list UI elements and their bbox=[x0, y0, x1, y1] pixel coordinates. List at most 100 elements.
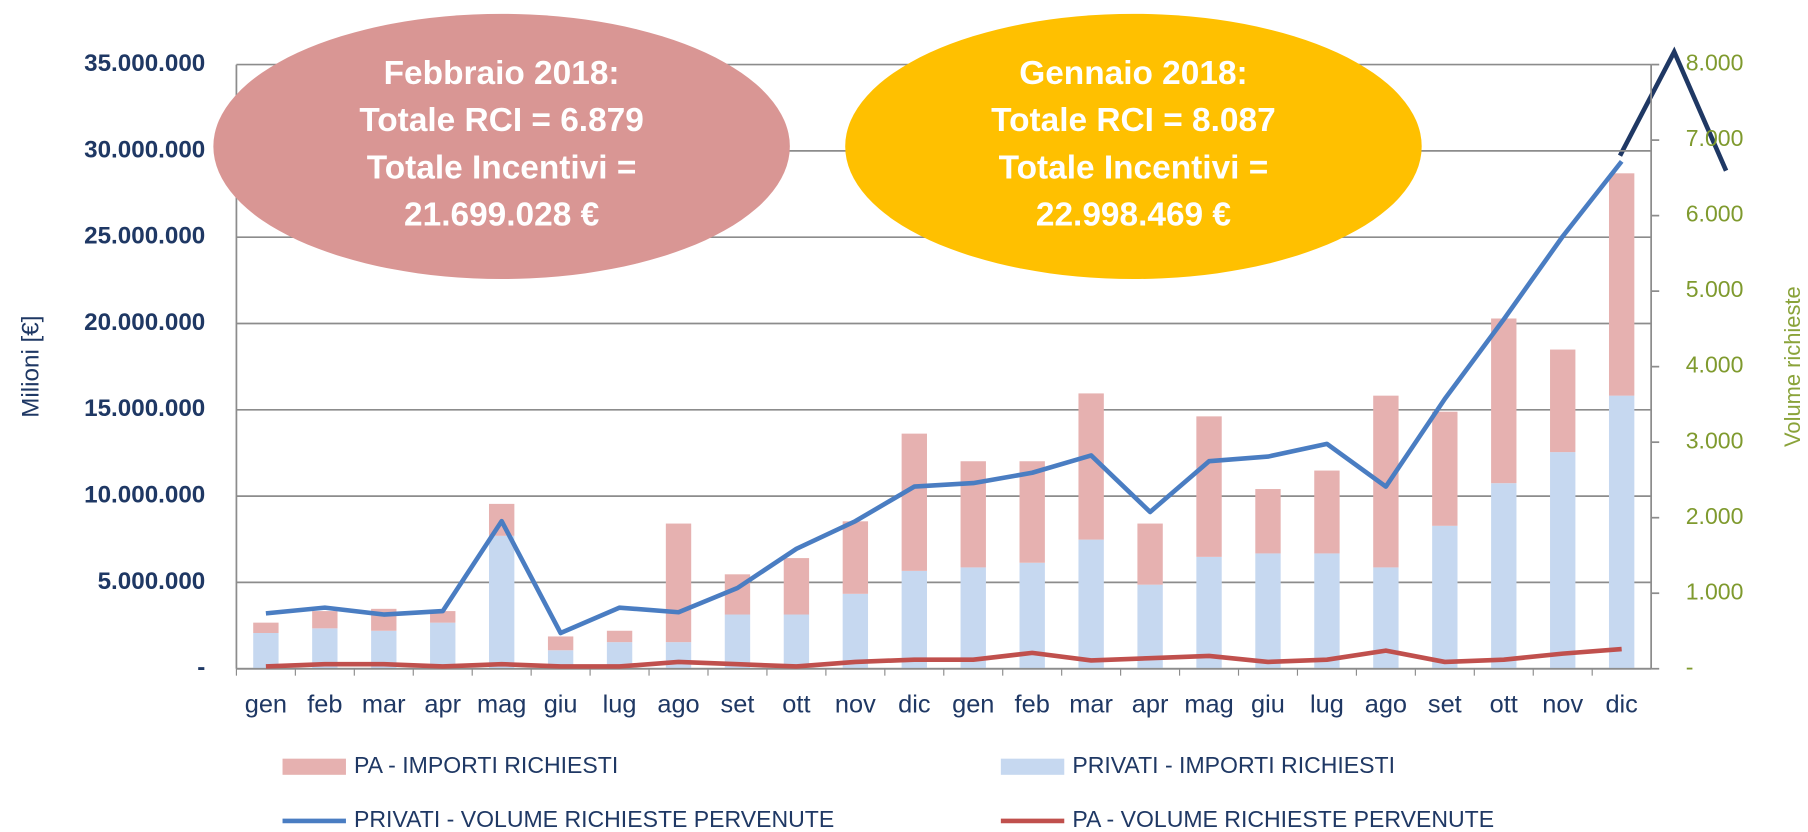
annotation-text: Totale Incentivi = bbox=[999, 149, 1269, 186]
decoration-stroke bbox=[1617, 46, 1729, 172]
bar bbox=[1196, 556, 1222, 669]
bar bbox=[901, 570, 927, 669]
y-tick-label: 15.000.000 bbox=[84, 395, 205, 422]
annotation-text: Febbraio 2018: bbox=[384, 55, 620, 92]
bar bbox=[430, 611, 456, 623]
bar bbox=[1491, 318, 1517, 484]
x-tick-label: set bbox=[721, 690, 755, 718]
legend-label: PA - VOLUME RICHIESTE PERVENUTE bbox=[1072, 806, 1494, 832]
y-tick-label: 25.000.000 bbox=[84, 223, 205, 250]
annotation-text: Gennaio 2018: bbox=[1019, 55, 1247, 92]
x-tick-label: apr bbox=[1132, 690, 1169, 718]
annotation-text: 21.699.028 € bbox=[404, 197, 599, 234]
x-tick-label: ago bbox=[1365, 690, 1407, 718]
x-tick-label: lug bbox=[603, 690, 637, 718]
x-tick-label: nov bbox=[1542, 690, 1583, 718]
x-tick-label: feb bbox=[1015, 690, 1050, 718]
y-tick-label: 35.000.000 bbox=[84, 50, 205, 77]
x-tick-label: ago bbox=[657, 690, 699, 718]
bar bbox=[901, 433, 927, 571]
legend-label: PRIVATI - VOLUME RICHIESTE PERVENUTE bbox=[354, 806, 834, 832]
x-tick-label: giu bbox=[1251, 690, 1285, 718]
bar bbox=[1550, 452, 1576, 669]
bar bbox=[665, 523, 692, 643]
y-tick-label: 20.000.000 bbox=[84, 309, 205, 336]
y2-tick-label: 2.000 bbox=[1686, 503, 1744, 529]
series-line bbox=[265, 159, 1624, 636]
bar bbox=[724, 614, 751, 669]
x-tick-label: nov bbox=[835, 690, 876, 718]
bar bbox=[960, 567, 986, 669]
bar bbox=[960, 461, 986, 568]
y-tick-label: 30.000.000 bbox=[84, 136, 205, 163]
x-tick-label: gen bbox=[245, 690, 287, 718]
annotation-text: 22.998.469 € bbox=[1036, 197, 1231, 234]
bar bbox=[783, 558, 810, 615]
bar bbox=[783, 614, 810, 669]
y2-tick-label: 1.000 bbox=[1686, 578, 1744, 604]
y2-tick-label: - bbox=[1686, 654, 1694, 680]
bar bbox=[1608, 395, 1635, 669]
x-tick-label: dic bbox=[1605, 690, 1638, 718]
x-tick-label: gen bbox=[952, 690, 994, 718]
bar bbox=[1019, 461, 1045, 563]
y2-tick-label: 8.000 bbox=[1686, 50, 1744, 76]
x-tick-label: mag bbox=[1184, 690, 1233, 718]
bar bbox=[1550, 349, 1576, 453]
y2-tick-label: 5.000 bbox=[1686, 276, 1744, 302]
y2-tick-label: 3.000 bbox=[1686, 427, 1744, 453]
bar bbox=[842, 593, 869, 669]
bar bbox=[253, 633, 279, 669]
annotation-text: Totale Incentivi = bbox=[367, 149, 637, 186]
bar bbox=[1255, 553, 1281, 669]
legend-swatch bbox=[1000, 758, 1065, 775]
y-axis-label: Milioni [€] bbox=[18, 316, 45, 418]
x-tick-label: ott bbox=[782, 690, 810, 718]
bar bbox=[1137, 523, 1163, 585]
bar bbox=[1078, 539, 1104, 669]
x-tick-label: mar bbox=[1069, 690, 1113, 718]
x-tick-label: mar bbox=[362, 690, 406, 718]
x-tick-label: dic bbox=[898, 690, 931, 718]
legend-swatch bbox=[282, 758, 346, 775]
legend-label: PRIVATI - IMPORTI RICHIESTI bbox=[1072, 752, 1395, 778]
bar bbox=[430, 622, 456, 669]
bar bbox=[547, 636, 574, 651]
x-tick-label: set bbox=[1428, 690, 1462, 718]
bar bbox=[1196, 416, 1222, 557]
series-line bbox=[265, 646, 1622, 669]
bar bbox=[488, 535, 515, 669]
y2-tick-label: 7.000 bbox=[1686, 125, 1744, 151]
bar bbox=[1314, 470, 1340, 554]
annotation-bubble bbox=[213, 13, 790, 280]
x-tick-label: ott bbox=[1490, 690, 1518, 718]
bar bbox=[253, 622, 279, 634]
bar bbox=[1608, 173, 1635, 396]
legend-label: PA - IMPORTI RICHIESTI bbox=[354, 752, 618, 778]
y-tick-label: 5.000.000 bbox=[98, 568, 206, 595]
bar bbox=[1255, 489, 1281, 554]
x-tick-label: lug bbox=[1310, 690, 1344, 718]
annotation-text: Totale RCI = 8.087 bbox=[991, 102, 1276, 139]
y2-tick-label: 4.000 bbox=[1686, 352, 1744, 378]
bar bbox=[606, 630, 633, 643]
y2-axis-label: Volume richieste bbox=[1780, 286, 1805, 447]
y-tick-label: - bbox=[197, 654, 205, 681]
bar bbox=[1314, 553, 1340, 669]
bar bbox=[1432, 525, 1458, 669]
bar bbox=[312, 611, 338, 629]
bar bbox=[842, 521, 869, 594]
x-tick-label: mag bbox=[477, 690, 526, 718]
x-tick-label: apr bbox=[424, 690, 461, 718]
bar bbox=[1137, 584, 1163, 669]
bar bbox=[1432, 411, 1458, 526]
y-tick-label: 10.000.000 bbox=[84, 482, 205, 509]
bar bbox=[1491, 483, 1517, 669]
x-tick-label: giu bbox=[544, 690, 578, 718]
y2-tick-label: 6.000 bbox=[1686, 201, 1744, 227]
annotation-bubble bbox=[845, 13, 1422, 280]
x-tick-label: feb bbox=[307, 690, 342, 718]
annotation-text: Totale RCI = 6.879 bbox=[359, 102, 644, 139]
